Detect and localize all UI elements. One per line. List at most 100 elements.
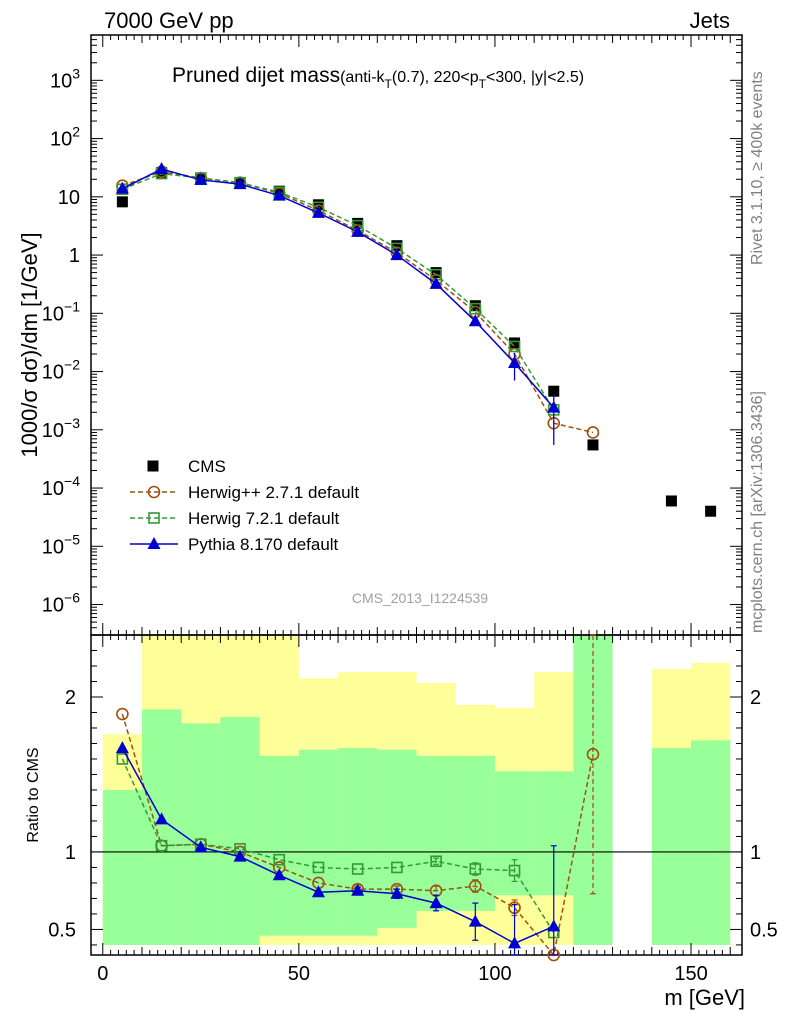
- series-marker-main-pythia-2: [115, 181, 129, 194]
- main-panel-series: [115, 162, 717, 517]
- series-marker-main-pythia-2: [311, 205, 325, 218]
- cms-data-point: [391, 240, 403, 252]
- series-line-main-herwig-0: [122, 170, 594, 434]
- main-y-tick-label: 10−2: [42, 357, 80, 384]
- legend-label-2: Pythia 8.170 default: [188, 535, 339, 554]
- series-marker-ratio-pythia-2: [390, 886, 404, 899]
- legend-label-0: Herwig++ 2.7.1 default: [188, 483, 359, 502]
- plot-title-part-4: T: [479, 77, 487, 91]
- ratio-y-tick-label-right: 1: [750, 842, 761, 864]
- ratio-y-axis-title: Ratio to CMS: [25, 747, 42, 842]
- series-marker-ratio-herwig-1: [430, 855, 442, 868]
- series-line-ratio-herwig-1: [121, 758, 555, 933]
- cms-data-point: [705, 505, 717, 517]
- series-marker-ratio-pythia-2: [351, 883, 365, 896]
- legend-marker-0: [147, 485, 161, 499]
- series-marker-ratio-pythia-2: [429, 896, 443, 909]
- main-y-tick-mantissa: 1: [69, 245, 80, 267]
- series-line-main-herwig-1: [122, 172, 555, 411]
- mcplots-label: mcplots.cern.ch [arXiv:1306.3436]: [749, 391, 766, 633]
- ratio-y-tick-label-left: 2: [65, 687, 76, 709]
- main-y-tick-mantissa: 10: [58, 187, 80, 209]
- series-marker-ratio-herwig-1: [391, 861, 403, 874]
- legend-label-cms: CMS: [188, 457, 226, 476]
- series-marker-ratio-pythia-2: [468, 914, 482, 927]
- series-marker-ratio-herwig-1: [469, 863, 482, 875]
- series-marker-main-pythia-2: [194, 172, 208, 185]
- inner-uncertainty-band-bin-10: [494, 771, 535, 896]
- series-marker-ratio-herwig-1: [508, 864, 521, 877]
- series-marker-main-herwig-1: [469, 302, 482, 315]
- main-y-tick-exponent: 2: [72, 124, 80, 140]
- series-marker-ratio-pythia-2: [547, 919, 561, 932]
- series-marker-main-pythia-2: [468, 314, 482, 327]
- series-marker-main-herwig-1: [508, 340, 521, 353]
- main-y-tick-mantissa: 10: [42, 303, 64, 325]
- ratio-y-tick-label-left: 1: [65, 842, 76, 864]
- main-y-tick-exponent: −2: [64, 357, 80, 373]
- analysis-watermark: CMS_2013_I1224539: [352, 590, 488, 606]
- main-y-tick-label: 10: [58, 187, 80, 209]
- series-marker-main-pythia-2: [233, 177, 247, 190]
- inner-uncertainty-band-bin-7: [377, 749, 417, 928]
- main-y-tick-mantissa: 10: [42, 595, 64, 617]
- ratio-panel-series: [115, 634, 600, 962]
- series-marker-ratio-herwig-1: [116, 753, 129, 765]
- main-y-tick-label: 10−5: [42, 531, 80, 558]
- main-y-tick-exponent: −3: [64, 415, 80, 431]
- plot-title-part-2: T: [385, 77, 393, 91]
- main-y-tick-exponent: −6: [64, 590, 80, 606]
- series-marker-main-pythia-2: [429, 276, 443, 289]
- legend: CMS Herwig++ 2.7.1 default Herwig 7.2.1 de…: [130, 457, 359, 554]
- legend-marker-cms: [147, 460, 159, 472]
- series-marker-ratio-pythia-2: [272, 868, 286, 881]
- series-marker-main-pythia-2: [508, 356, 522, 369]
- x-tick-label: 150: [674, 963, 707, 985]
- inner-uncertainty-band-bin-15: [691, 740, 731, 945]
- series-marker-ratio-herwig-1: [312, 861, 325, 874]
- main-y-tick-label: 10−6: [42, 590, 80, 617]
- legend-marker-1: [148, 512, 160, 524]
- inner-uncertainty-band-bin-0: [102, 789, 142, 945]
- series-marker-main-pythia-2: [155, 162, 169, 175]
- cms-data-point: [352, 217, 364, 229]
- series-marker-ratio-pythia-2: [311, 885, 325, 898]
- series-marker-ratio-pythia-2: [115, 741, 129, 754]
- axis-ticks: [91, 34, 742, 955]
- series-marker-ratio-herwig-1: [351, 863, 364, 875]
- main-y-tick-label: 10−1: [42, 298, 80, 325]
- main-y-tick-label: 1: [69, 245, 80, 267]
- plot-title: Pruned dijet mass(anti-kT(0.7), 220<pT<3…: [172, 64, 584, 91]
- series-marker-main-pythia-2: [351, 224, 365, 237]
- energy-label: 7000 GeV pp: [104, 8, 234, 33]
- inner-uncertainty-band-bin-6: [338, 748, 378, 936]
- main-y-tick-mantissa: 10: [42, 420, 64, 442]
- cms-data-point: [587, 439, 599, 451]
- inner-uncertainty-band-bin-9: [455, 755, 495, 911]
- cms-data-point: [665, 495, 677, 507]
- series-marker-main-pythia-2: [547, 400, 561, 413]
- series-marker-ratio-herwig-0: [469, 879, 482, 893]
- main-y-tick-label: 10−3: [42, 415, 80, 442]
- inner-uncertainty-band-bin-5: [298, 749, 339, 936]
- cms-data-point: [116, 196, 128, 208]
- main-y-tick-exponent: −4: [64, 473, 80, 489]
- plot-title-part-3: (0.7), 220<p: [392, 69, 479, 86]
- series-marker-ratio-pythia-2: [233, 849, 247, 862]
- series-marker-ratio-herwig-1: [273, 853, 286, 866]
- category-label: Jets: [690, 8, 730, 33]
- series-marker-main-pythia-2: [272, 188, 286, 201]
- inner-uncertainty-band-bin-2: [181, 723, 221, 945]
- main-y-tick-label: 102: [50, 124, 80, 151]
- plot-title-part-1: (anti-k: [340, 69, 385, 86]
- series-marker-ratio-pythia-2: [155, 812, 169, 825]
- series-marker-ratio-pythia-2: [508, 936, 522, 949]
- main-y-tick-mantissa: 10: [42, 478, 64, 500]
- x-tick-label: 50: [288, 963, 310, 985]
- plot-title-main: Pruned dijet mass: [172, 64, 340, 87]
- main-y-tick-mantissa: 10: [42, 536, 64, 558]
- main-y-tick-mantissa: 10: [50, 70, 72, 92]
- ratio-y-tick-label-left: 0.5: [48, 919, 76, 941]
- x-tick-label: 100: [478, 963, 511, 985]
